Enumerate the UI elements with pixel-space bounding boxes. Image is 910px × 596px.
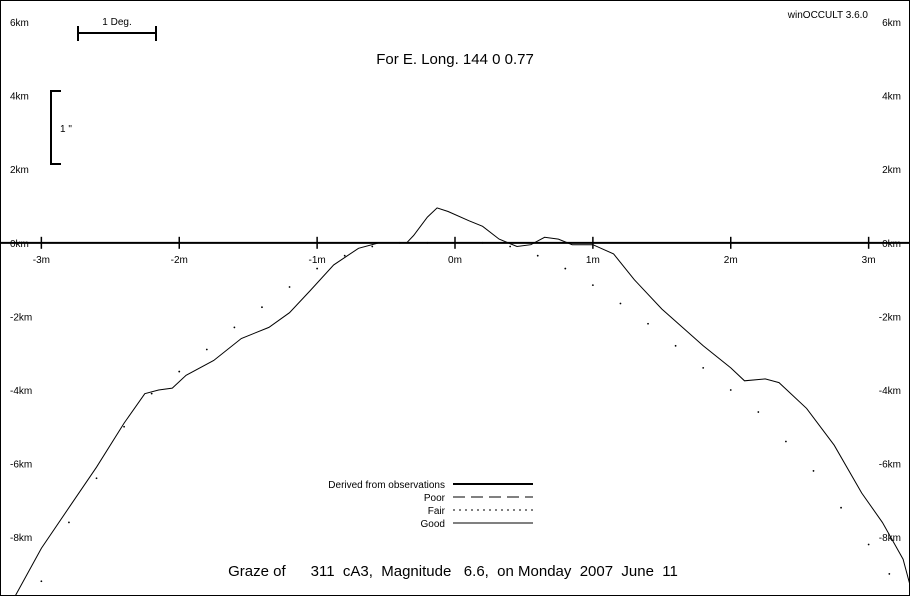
fair-profile-point — [343, 254, 346, 257]
y-tick-label-left: 4km — [10, 92, 29, 103]
fair-profile-point — [261, 306, 263, 309]
fair-profile-point — [647, 322, 649, 325]
fair-profile-point — [591, 284, 594, 287]
fair-profile-point — [371, 245, 374, 248]
fair-profile-point — [68, 521, 70, 524]
fair-profile-point — [454, 241, 456, 244]
series-layer — [14, 207, 910, 596]
x-tick-label: -2m — [171, 255, 188, 266]
fair-profile-point — [205, 348, 208, 351]
fair-profile-point — [757, 411, 760, 413]
degree-scale-label: 1 Deg. — [102, 17, 131, 28]
x-tick-label: -1m — [309, 255, 326, 266]
fair-profile-point — [123, 425, 125, 428]
y-tick-label-left: -8km — [10, 533, 32, 544]
fair-profile-point — [702, 367, 705, 369]
x-tick-label: 3m — [862, 255, 876, 266]
y-tick-label-left: -6km — [10, 460, 32, 471]
arcsec-scale-label: 1 " — [60, 124, 72, 135]
y-tick-label-right: -8km — [879, 533, 901, 544]
arcsec-scale-bar: 1 " — [50, 90, 72, 165]
legend-label: Fair — [428, 506, 446, 517]
x-tick-label: -3m — [33, 255, 50, 266]
fair-profile-point — [812, 470, 815, 472]
software-label: winOCCULT 3.6.0 — [787, 10, 869, 21]
fair-profile-point — [867, 543, 870, 546]
chart-title: For E. Long. 144 0 0.77 — [376, 51, 534, 68]
fair-profile-point — [150, 392, 153, 395]
good-profile-line — [14, 207, 910, 596]
fair-profile-point — [95, 477, 98, 480]
y-tick-label-right: 4km — [882, 92, 901, 103]
fair-profile-point — [316, 267, 319, 270]
fair-profile-point — [619, 302, 622, 305]
fair-profile-point — [398, 241, 401, 244]
y-tick-label-left: -4km — [10, 386, 32, 397]
y-tick-label-left: 6km — [10, 18, 29, 29]
x-tick-label: 1m — [586, 255, 600, 266]
y-tick-label-left: 2km — [10, 165, 29, 176]
y-tick-label-right: 0km — [882, 239, 901, 250]
y-tick-label-left: 0km — [10, 239, 29, 250]
fair-profile-point — [785, 440, 787, 443]
fair-profile-point — [564, 267, 567, 270]
fair-profile-point — [40, 580, 43, 583]
y-tick-label-right: -2km — [879, 312, 901, 323]
fair-profile-point — [178, 370, 181, 373]
fair-profile-point — [233, 326, 236, 329]
fair-profile-point — [536, 254, 539, 257]
fair-profile-point — [509, 245, 512, 248]
fair-profile-point — [729, 389, 732, 391]
y-tick-label-right: -6km — [879, 460, 901, 471]
fair-profile-point — [481, 241, 484, 244]
y-tick-label-right: -4km — [879, 386, 901, 397]
y-tick-label-right: 6km — [882, 18, 901, 29]
legend-label: Good — [421, 519, 445, 530]
fair-profile-point — [840, 506, 842, 509]
legend-label: Poor — [424, 493, 446, 504]
x-tick-label: 0m — [448, 255, 462, 266]
fair-profile-point — [888, 573, 891, 575]
degree-scale-bar: 1 Deg. — [77, 17, 157, 41]
fair-profile-point — [288, 286, 291, 288]
y-tick-label-left: -2km — [10, 312, 32, 323]
legend: Derived from observations Poor Fair Good — [328, 480, 533, 530]
fair-profile-point — [426, 241, 429, 244]
axis-layer: -3m -2m -1m 0m 1m 2m 3m 6km 6km 4km 4km 2km 2km 0km 0k… — [0, 18, 910, 544]
legend-label: Derived from observations — [328, 480, 445, 491]
fair-profile-point — [674, 344, 677, 347]
chart-caption: Graze of 311 cA3, Magnitude 6.6, on Mond… — [228, 563, 678, 580]
y-tick-label-right: 2km — [882, 165, 901, 176]
x-tick-label: 2m — [724, 255, 738, 266]
